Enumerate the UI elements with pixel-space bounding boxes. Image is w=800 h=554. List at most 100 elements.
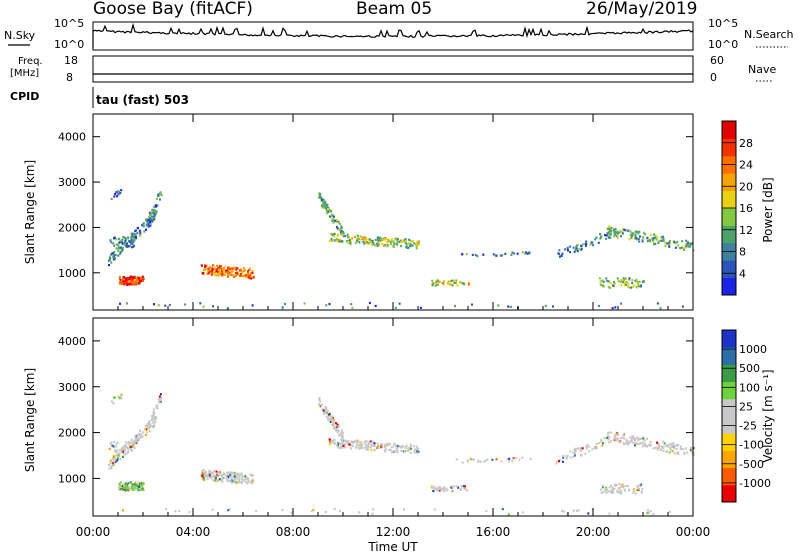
echo-cell [244,475,247,478]
echo-cell [435,280,438,283]
echo-cell [111,252,114,255]
echo-cell [341,429,343,432]
colorbar-swatch [722,450,736,469]
echo-cell [431,279,434,282]
echo-cell [139,484,142,487]
echo-cell [159,191,161,194]
echo-cell [391,445,394,448]
echo-cell [122,450,124,453]
echo-cell [319,400,322,403]
echo-cell [601,279,604,282]
echo-cell [333,215,335,218]
echo-cell [604,234,606,237]
echo-cell [130,278,133,281]
echo-cell [365,446,368,449]
echo-cell [120,451,123,454]
echo-cell [148,429,151,433]
echo-cell [118,276,121,279]
echo-cell [249,272,252,275]
echo-cell [211,268,214,271]
echo-cell [148,225,151,228]
echo-cell [633,437,636,440]
echo-cell [119,302,121,305]
echo-cell [476,255,479,258]
echo-cell [115,243,118,246]
echo-cell [355,446,358,449]
echo-cell [637,282,640,285]
echo-cell [673,452,676,455]
echo-cell [342,230,345,234]
echo-cell [609,431,612,434]
echo-cell [131,483,134,486]
echo-cell [330,233,333,236]
echo-cell [360,238,363,241]
time-tick-label: 08:00 [276,525,311,539]
echo-cell [325,207,328,210]
echo-cell [608,227,611,231]
echo-cell [385,240,388,243]
echo-cell [653,243,656,246]
echo-cell [120,282,123,285]
echo-cell [614,227,617,231]
echo-cell [124,244,127,247]
echo-cell [346,233,349,236]
echo-cell [221,267,224,270]
echo-cell [382,244,385,247]
echo-cell [595,446,598,449]
echo-cell [325,206,327,209]
echo-cell [140,434,143,437]
colorbar-swatch [722,138,736,157]
echo-cell [118,247,120,250]
nsky-tick-top: 10^5 [54,17,84,30]
echo-cell [112,402,115,405]
echo-cell [664,241,667,244]
echo-cell [399,239,402,242]
echo-cell [628,440,631,443]
echo-cell [367,446,370,449]
echo-cell [145,423,148,426]
echo-cell [136,487,139,490]
echo-cell [415,450,418,453]
echo-cell [321,408,324,411]
colorbar-swatch [722,398,736,417]
echo-cell [507,513,510,516]
echo-cell [600,283,603,287]
nave-tick-bottom: 0 [710,71,717,84]
echo-cell [127,244,130,248]
echo-cell [653,233,656,236]
echo-cell [623,437,626,440]
echo-cell [131,449,134,452]
echo-cell [616,489,619,492]
echo-cell [131,242,134,245]
echo-cell [229,270,232,273]
echo-cell [130,242,133,245]
echo-cell [605,277,608,280]
echo-cell [634,279,637,283]
echo-cell [419,306,422,309]
echo-cell [322,409,325,412]
echo-cell [118,241,121,244]
echo-cell [121,242,124,246]
echo-cell [338,433,341,436]
echo-cell [638,488,641,491]
nsky-strip: N.Sky 10^5 10^0 10^5 10^0 N.Search [4,17,794,51]
echo-cell [688,245,690,248]
echo-cell [229,480,232,483]
echo-cell [247,276,250,279]
echo-cell [122,445,125,448]
echo-cell [134,438,137,441]
echo-cell [666,450,668,453]
echo-cell [364,236,367,239]
echo-cell [124,281,127,284]
echo-cell [466,459,469,462]
echo-cell [366,241,369,244]
echo-cell [389,448,392,452]
echo-cell [144,425,147,428]
echo-cell [132,282,135,285]
echo-cell [223,273,226,276]
echo-cell [430,486,433,489]
echo-cell [599,280,602,283]
echo-cell [117,190,120,193]
echo-cell [558,249,561,252]
echo-cell [565,455,568,458]
